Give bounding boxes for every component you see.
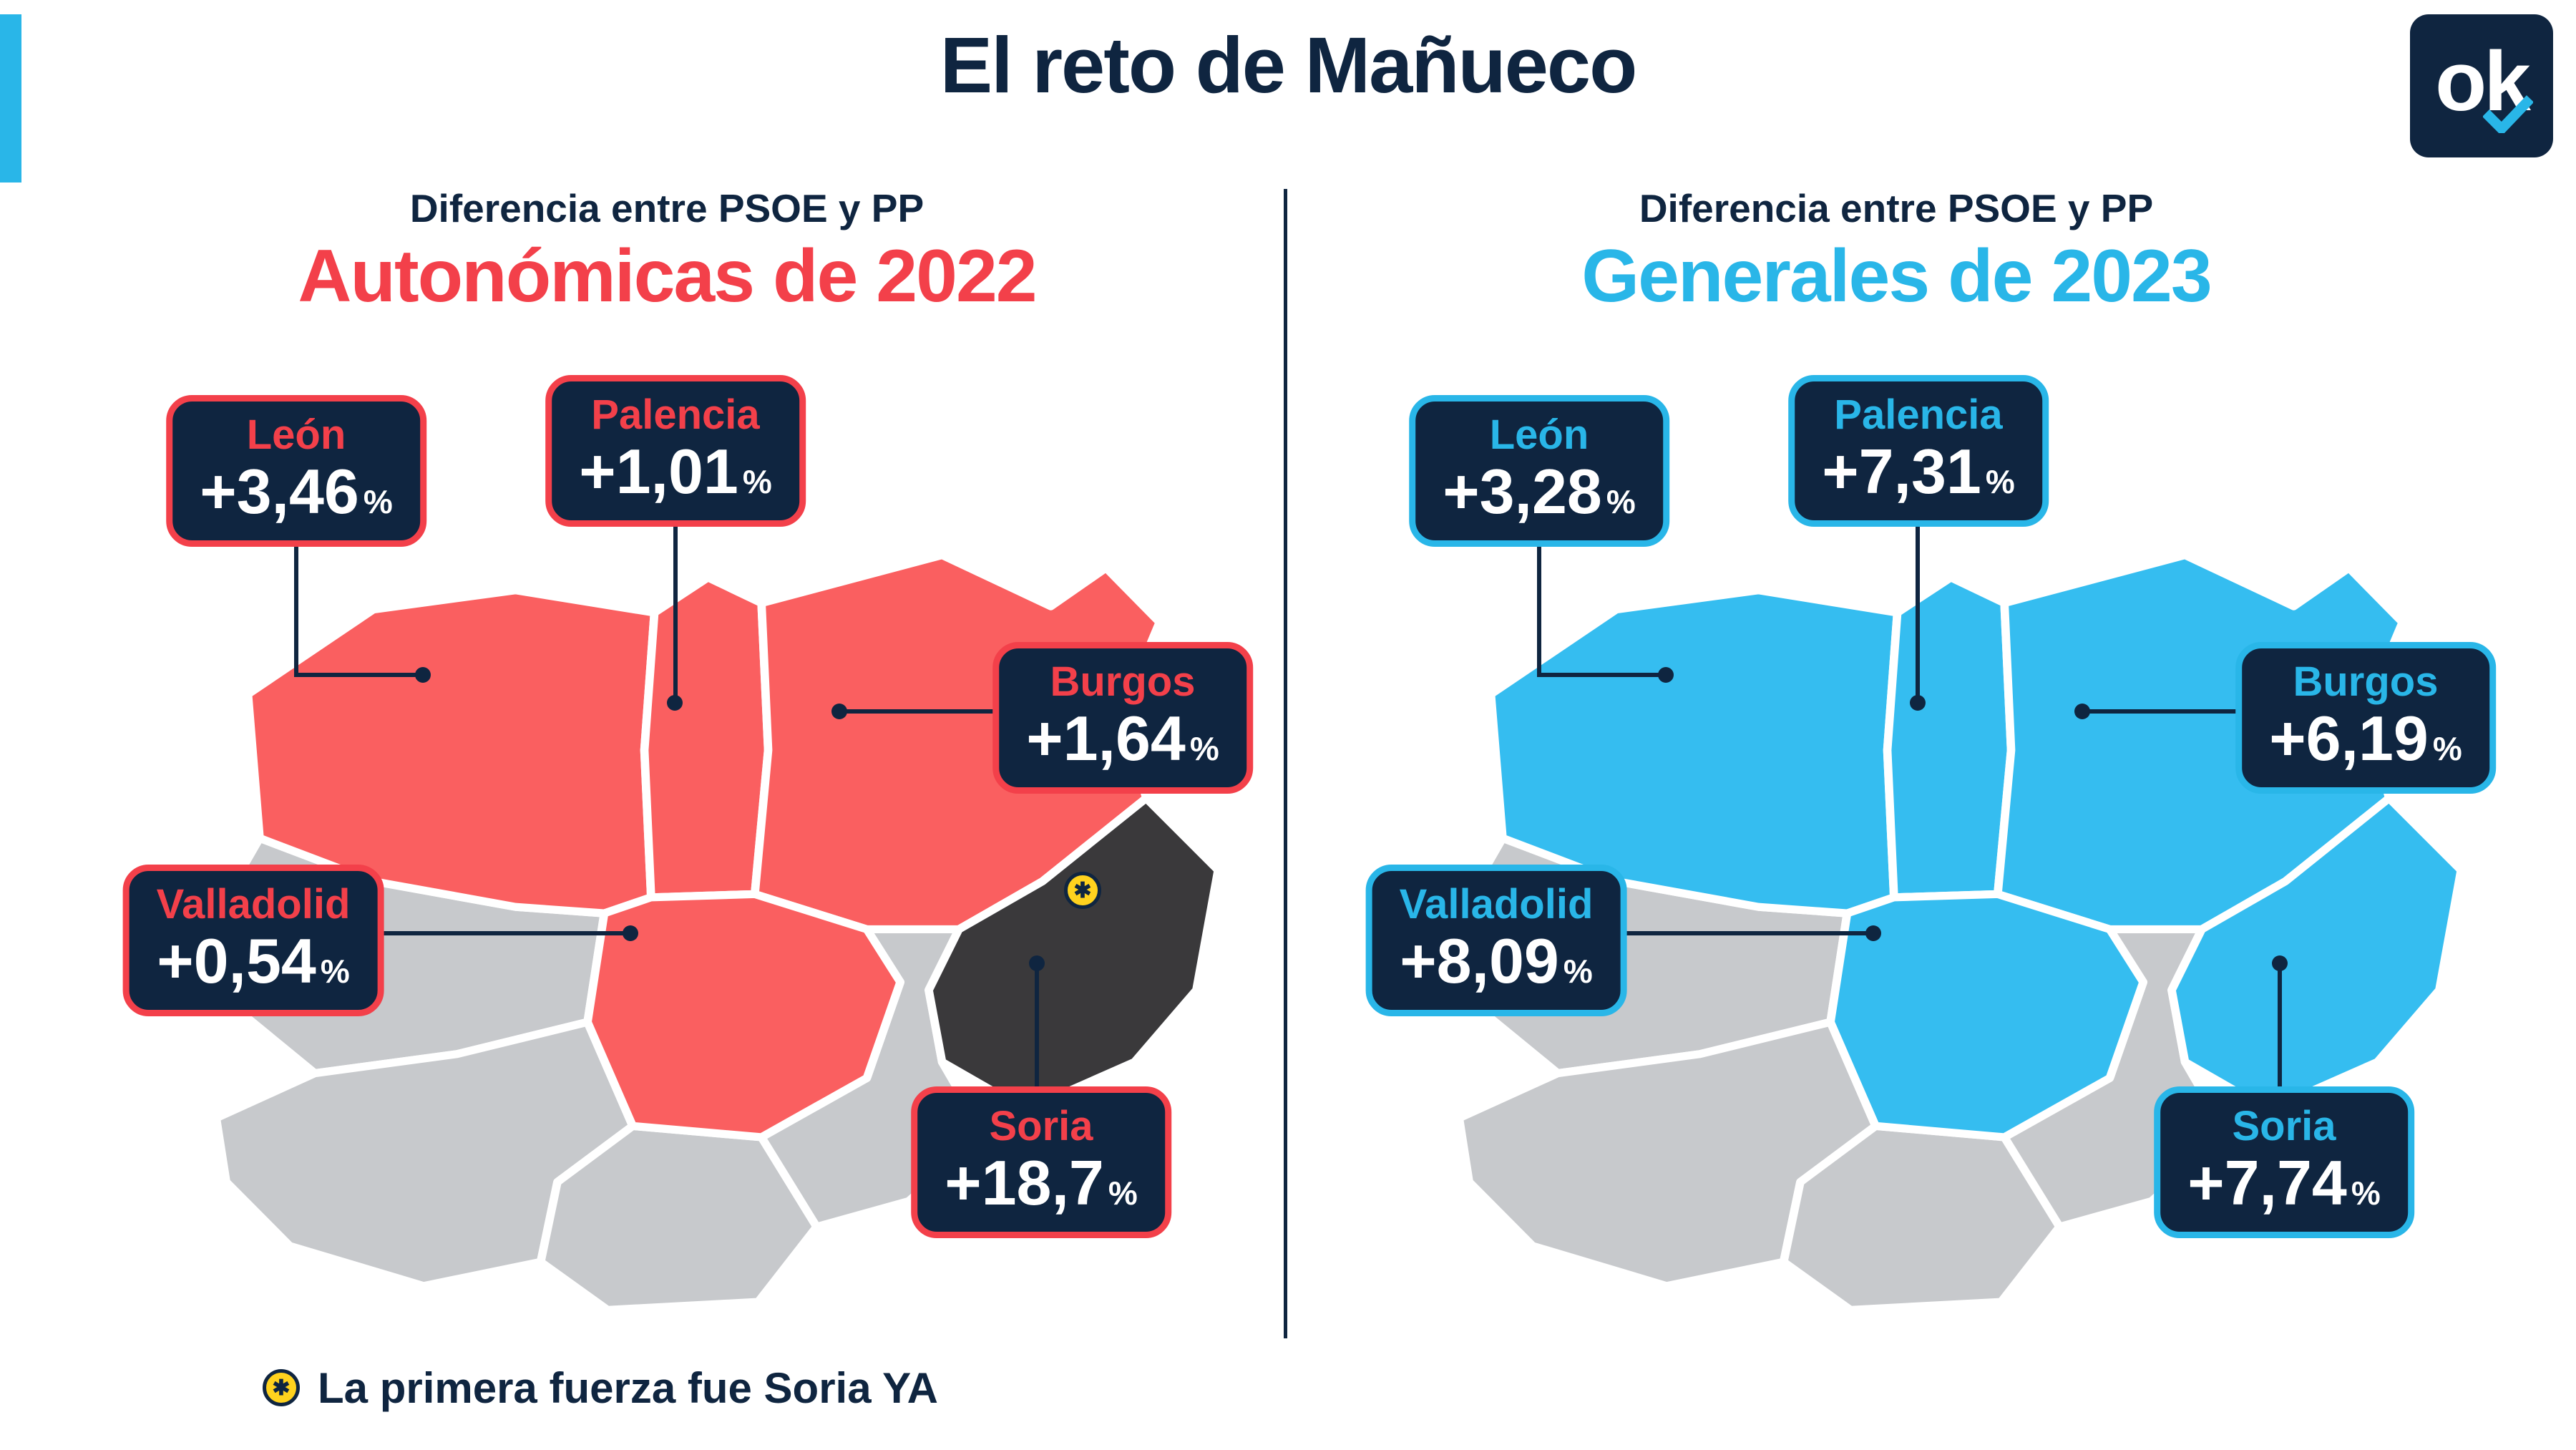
label-valladolid-2023: Valladolid +8,09% xyxy=(1365,865,1627,1017)
province-dot-burgos-2023 xyxy=(2074,704,2090,719)
province-value: +8,09% xyxy=(1400,925,1593,996)
connector-burgos-2023 xyxy=(2082,709,2267,714)
connector-leon-2022 xyxy=(294,522,298,677)
province-dot-valladolid-2022 xyxy=(623,925,638,941)
asterisk-glyph: ✱ xyxy=(1073,878,1092,902)
subtitle-2023: Diferencia entre PSOE y PP xyxy=(1639,186,2154,230)
province-palencia xyxy=(1883,573,2016,902)
connector-leon-2022 xyxy=(294,673,425,677)
province-value: +7,31% xyxy=(1822,435,2015,507)
label-palencia-2022: Palencia +1,01% xyxy=(545,375,806,527)
province-name: Burgos xyxy=(1050,658,1196,705)
center-divider xyxy=(1284,189,1287,1338)
label-valladolid-2022: Valladolid +0,54% xyxy=(122,865,384,1017)
connector-leon-2023 xyxy=(1537,522,1541,677)
province-value: +3,46% xyxy=(200,455,393,527)
asterisk-glyph: ✱ xyxy=(272,1376,291,1400)
province-palencia xyxy=(640,573,773,902)
connector-soria-2022 xyxy=(1035,963,1039,1086)
province-value: +18,7% xyxy=(945,1147,1138,1218)
province-dot-valladolid-2023 xyxy=(1865,925,1881,941)
connector-leon-2023 xyxy=(1537,673,1668,677)
province-name: Valladolid xyxy=(156,881,351,928)
province-name: León xyxy=(246,412,346,458)
connector-burgos-2022 xyxy=(839,709,1024,714)
province-name: León xyxy=(1489,412,1589,458)
province-dot-soria-2022 xyxy=(1029,955,1045,971)
connector-soria-2023 xyxy=(2278,963,2282,1086)
label-leon-2023: León +3,28% xyxy=(1409,395,1669,548)
corner-accent-bar xyxy=(0,14,21,183)
province-value: +0,54% xyxy=(157,925,350,996)
soria-ya-marker-icon: ✱ xyxy=(1064,872,1101,909)
province-dot-palencia-2022 xyxy=(667,695,683,711)
province-value: +1,01% xyxy=(579,435,772,507)
province-valladolid xyxy=(583,890,905,1142)
label-soria-2022: Soria +18,7% xyxy=(911,1086,1171,1239)
label-soria-2023: Soria +7,74% xyxy=(2154,1086,2414,1239)
footnote-text: La primera fuerza fue Soria YA xyxy=(318,1364,939,1412)
province-value: +3,28% xyxy=(1443,455,1636,527)
connector-valladolid-2023 xyxy=(1608,931,1873,935)
province-dot-palencia-2023 xyxy=(1910,695,1926,711)
heading-2023: Generales de 2023 xyxy=(1581,235,2212,318)
province-value: +1,64% xyxy=(1026,702,1219,774)
label-palencia-2023: Palencia +7,31% xyxy=(1788,375,2049,527)
province-name: Soria xyxy=(989,1103,1093,1149)
province-value: +6,19% xyxy=(2269,702,2462,774)
province-soria xyxy=(2167,794,2466,1114)
label-leon-2022: León +3,46% xyxy=(166,395,426,548)
province-soria xyxy=(924,794,1223,1114)
okdiario-logo: ok xyxy=(2410,14,2553,157)
province-name: Soria xyxy=(2232,1103,2336,1149)
map-castilla-leon-2022 xyxy=(205,550,1223,1314)
subtitle-2022: Diferencia entre PSOE y PP xyxy=(409,186,924,230)
logo-check-icon xyxy=(2483,95,2533,133)
label-burgos-2023: Burgos +6,19% xyxy=(2235,642,2496,794)
province-name: Palencia xyxy=(591,391,760,438)
page-title: El reto de Mañueco xyxy=(940,21,1638,110)
heading-2022: Autonómicas de 2022 xyxy=(298,235,1037,318)
footnote-asterisk-icon: ✱ xyxy=(263,1369,300,1406)
province-dot-soria-2023 xyxy=(2272,955,2288,971)
connector-valladolid-2022 xyxy=(365,931,633,935)
province-dot-burgos-2022 xyxy=(831,704,847,719)
province-dot-leon-2023 xyxy=(1658,667,1674,683)
connector-palencia-2022 xyxy=(673,505,678,703)
province-valladolid xyxy=(1826,890,2148,1142)
label-burgos-2022: Burgos +1,64% xyxy=(992,642,1253,794)
province-name: Valladolid xyxy=(1399,881,1594,928)
province-value: +7,74% xyxy=(2187,1147,2381,1218)
province-name: Palencia xyxy=(1834,391,2003,438)
connector-palencia-2023 xyxy=(1916,505,1920,703)
province-dot-leon-2022 xyxy=(415,667,431,683)
province-name: Burgos xyxy=(2293,658,2439,705)
